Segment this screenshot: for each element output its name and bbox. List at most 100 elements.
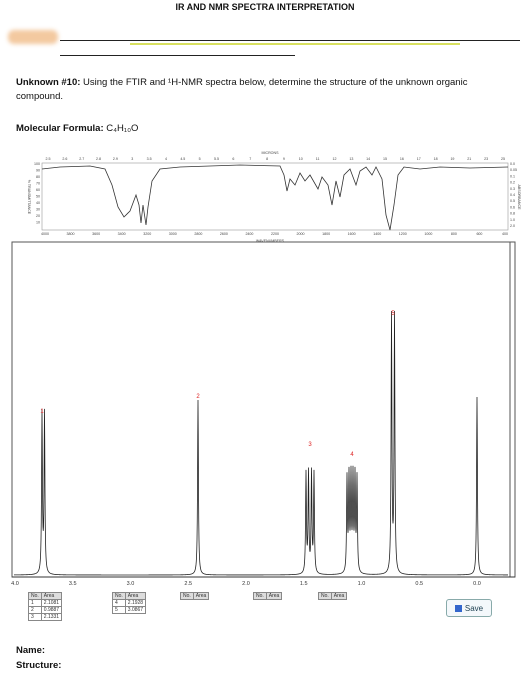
- wavenumber-label: 2400: [245, 232, 253, 236]
- nmr-frame: [11, 241, 516, 578]
- formula-value: C₄H₁₀O: [106, 123, 139, 134]
- table-row: 3 2.1331: [28, 613, 63, 621]
- integration-table: No. Area 4 2.1928 5 3.0867: [112, 592, 147, 614]
- ir-top-title: MICRONS: [262, 151, 280, 155]
- micron-label: 6: [232, 157, 234, 161]
- absorbance-label: 0.2: [510, 181, 515, 185]
- table-cell: Area: [40, 592, 63, 600]
- table-cell: 5: [112, 606, 126, 614]
- absorbance-label: 1.0: [510, 218, 515, 222]
- transmittance-label: 30: [36, 208, 40, 212]
- ir-bottom-title: WAVENUMBERS: [256, 239, 285, 243]
- wavenumber-label: 3400: [118, 232, 126, 236]
- transmittance-label: 90: [36, 169, 40, 173]
- problem: Unknown #10: Using the FTIR and ¹H-NMR s…: [16, 76, 516, 104]
- ir-trace: [41, 164, 509, 231]
- ppm-label: 0.5: [415, 581, 423, 587]
- transmittance-label: 70: [36, 182, 40, 186]
- peak-number: 2: [196, 394, 200, 400]
- micron-label: 15: [383, 157, 387, 161]
- save-button[interactable]: Save: [446, 599, 492, 617]
- table-cell: 2.1928: [124, 599, 147, 607]
- table-row: No. Area: [180, 592, 210, 600]
- ir-left-title: % TRANSMITTANCE: [27, 180, 31, 215]
- micron-label: 17: [417, 157, 421, 161]
- save-label: Save: [464, 603, 484, 613]
- table-row: No. Area: [253, 592, 283, 600]
- ppm-label: 3.5: [69, 581, 77, 587]
- table-row: No. Area: [112, 592, 147, 600]
- ir-right-title: ABSORBANCE: [517, 185, 521, 211]
- table-cell: Area: [192, 592, 210, 600]
- micron-label: 21: [467, 157, 471, 161]
- micron-label: 5: [199, 157, 201, 161]
- wavenumber-label: 1400: [373, 232, 381, 236]
- integration-table: No. Area: [180, 592, 210, 600]
- formula-label: Molecular Formula:: [16, 123, 104, 134]
- absorbance-label: 2.0: [510, 224, 515, 228]
- micron-label: 25: [501, 157, 505, 161]
- title: IR AND NMR SPECTRA INTERPRETATION: [175, 2, 355, 12]
- wavenumber-label: 1800: [322, 232, 330, 236]
- table-row: 2 0.9887: [28, 606, 63, 614]
- absorbance-label: 0.8: [510, 212, 515, 216]
- micron-label: 3: [131, 157, 133, 161]
- integration-table: No. Area: [318, 592, 348, 600]
- wavenumber-label: 3800: [67, 232, 75, 236]
- wavenumber-label: 2200: [271, 232, 279, 236]
- transmittance-label: 100: [34, 162, 40, 166]
- wavenumber-label: 800: [451, 232, 457, 236]
- table-row: 4 2.1928: [112, 599, 147, 607]
- micron-label: 4.5: [180, 157, 185, 161]
- micron-label: 23: [484, 157, 488, 161]
- micron-label: 2.7: [79, 157, 84, 161]
- micron-label: 2.8: [96, 157, 101, 161]
- absorbance-label: 0.1: [510, 174, 515, 178]
- table-cell: 2.1081: [40, 599, 63, 607]
- table-cell: Area: [330, 592, 348, 600]
- ppm-label: 4.0: [11, 581, 19, 587]
- absorbance-label: 0.05: [510, 168, 517, 172]
- ppm-label: 2.0: [242, 581, 250, 587]
- integration-table: No. Area 1 2.1081 2 0.9887 3 2.1331: [28, 592, 63, 621]
- name-label: Name:: [16, 645, 46, 656]
- ppm-label: 3.0: [127, 581, 135, 587]
- smudge: [8, 30, 58, 44]
- structure-label: Structure:: [16, 660, 62, 671]
- table-cell: Area: [124, 592, 147, 600]
- absorbance-label: 0.4: [510, 193, 515, 197]
- micron-label: 10: [299, 157, 303, 161]
- table-cell: No.: [112, 592, 126, 600]
- micron-label: 8: [266, 157, 268, 161]
- micron-label: 19: [450, 157, 454, 161]
- problem-text: Using the FTIR and ¹H-NMR spectra below,…: [16, 77, 468, 102]
- ir-frame: [41, 162, 509, 231]
- micron-label: 14: [366, 157, 370, 161]
- table-cell: 2: [28, 606, 42, 614]
- ppm-label: 1.0: [358, 581, 366, 587]
- table-row: 1 2.1081: [28, 599, 63, 607]
- wavenumber-label: 1600: [348, 232, 356, 236]
- nmr-trace: [14, 310, 508, 576]
- micron-label: 13: [349, 157, 353, 161]
- ppm-label: 2.5: [184, 581, 192, 587]
- transmittance-label: 80: [36, 175, 40, 179]
- table-cell: 4: [112, 599, 126, 607]
- peak-number: 1: [40, 409, 44, 415]
- peak-number: 5: [391, 311, 395, 317]
- wavenumber-label: 4000: [41, 232, 49, 236]
- micron-label: 18: [434, 157, 438, 161]
- nmr-spectrum: 4.0 3.5 3.0 2.5 2.0 1.5 1.0 0.5 0.0 1 2 3 4 5: [11, 241, 516, 587]
- table-cell: No.: [318, 592, 332, 600]
- table-cell: 0.9887: [40, 606, 63, 614]
- ppm-label: 0.0: [473, 581, 481, 587]
- table-row: 5 3.0867: [112, 606, 147, 614]
- transmittance-label: 40: [36, 201, 40, 205]
- micron-label: 2.9: [113, 157, 118, 161]
- table-row: No. Area: [28, 592, 63, 600]
- absorbance-label: 0.3: [510, 187, 515, 191]
- absorbance-label: 0.6: [510, 205, 515, 209]
- save-icon: [454, 604, 462, 612]
- integration-table: No. Area: [253, 592, 283, 600]
- micron-label: 12: [332, 157, 336, 161]
